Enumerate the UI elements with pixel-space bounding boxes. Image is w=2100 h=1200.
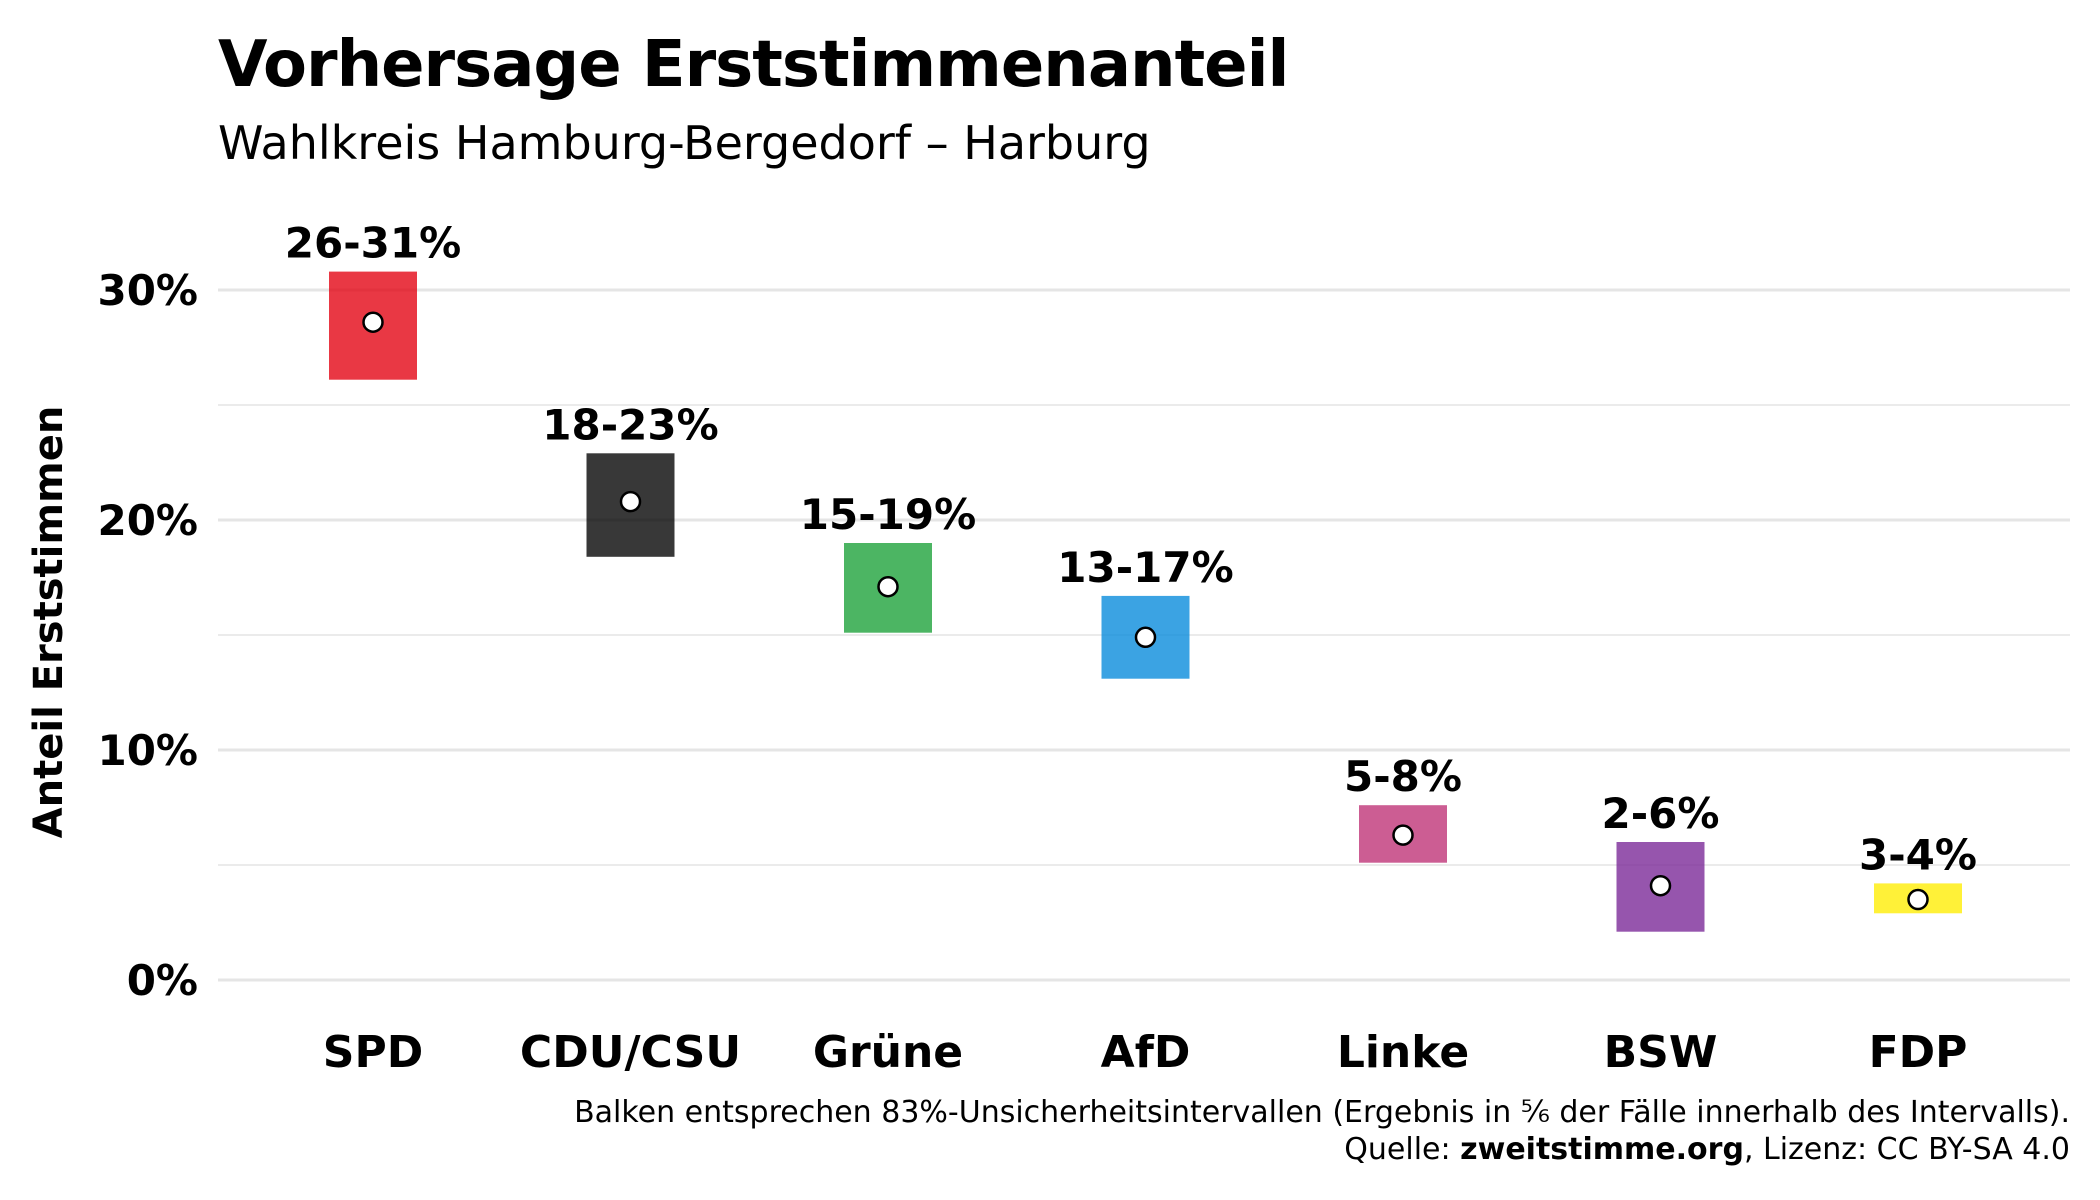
x-tick-labels: SPD CDU/CSU Grüne AfD Linke BSW FDP [323, 1027, 1968, 1078]
caption-source: Quelle: zweitstimme.org, Lizenz: CC BY-S… [1344, 1132, 2070, 1167]
point-estimate [1134, 626, 1157, 649]
point-estimate [877, 575, 899, 598]
x-tick-label: Grüne [813, 1027, 963, 1078]
x-tick-label: BSW [1604, 1027, 1718, 1078]
grid-lines [218, 288, 2070, 982]
caption-note: Balken entsprechen 83%-Unsicherheitsinte… [574, 1095, 2070, 1130]
caption-source-link[interactable]: zweitstimme.org [1460, 1132, 1744, 1167]
interval-label: 2-6% [1602, 789, 1720, 838]
point-estimate [1907, 888, 1929, 911]
y-tick-labels: 0% 10% 20% 30% [97, 266, 198, 1005]
interval-label: 15-19% [800, 490, 976, 539]
point-estimate [362, 311, 384, 333]
interval-label: 26-31% [285, 219, 461, 268]
y-tick-label: 20% [97, 496, 198, 545]
interval-label: 18-23% [542, 400, 718, 449]
interval-label: 13-17% [1057, 543, 1233, 592]
y-axis-label: Anteil Erststimmen [26, 406, 72, 839]
caption-source-label: Quelle: [1344, 1132, 1461, 1167]
x-tick-label: Linke [1337, 1027, 1469, 1078]
point-estimate [1649, 874, 1672, 897]
y-tick-label: 10% [97, 726, 198, 775]
interval-label: 5-8% [1344, 752, 1462, 801]
caption-license: , Lizenz: CC BY-SA 4.0 [1743, 1132, 2070, 1167]
interval-labels: 26-31% 18-23% 15-19% 13-17% 5-8% 2-6% 3-4% [285, 219, 1977, 880]
interval-label: 3-4% [1859, 830, 1977, 879]
x-tick-label: CDU/CSU [520, 1027, 741, 1078]
point-estimate [619, 490, 642, 513]
x-tick-label: SPD [323, 1027, 423, 1078]
chart-title: Vorhersage Erststimmenanteil [218, 28, 1289, 102]
point-estimates [362, 311, 1929, 911]
point-estimate [1392, 824, 1414, 846]
x-tick-label: FDP [1869, 1027, 1968, 1078]
chart-subtitle: Wahlkreis Hamburg-Bergedorf – Harburg [218, 116, 1151, 170]
x-tick-label: AfD [1101, 1027, 1191, 1078]
y-tick-label: 30% [97, 266, 198, 315]
y-tick-label: 0% [127, 956, 198, 1005]
